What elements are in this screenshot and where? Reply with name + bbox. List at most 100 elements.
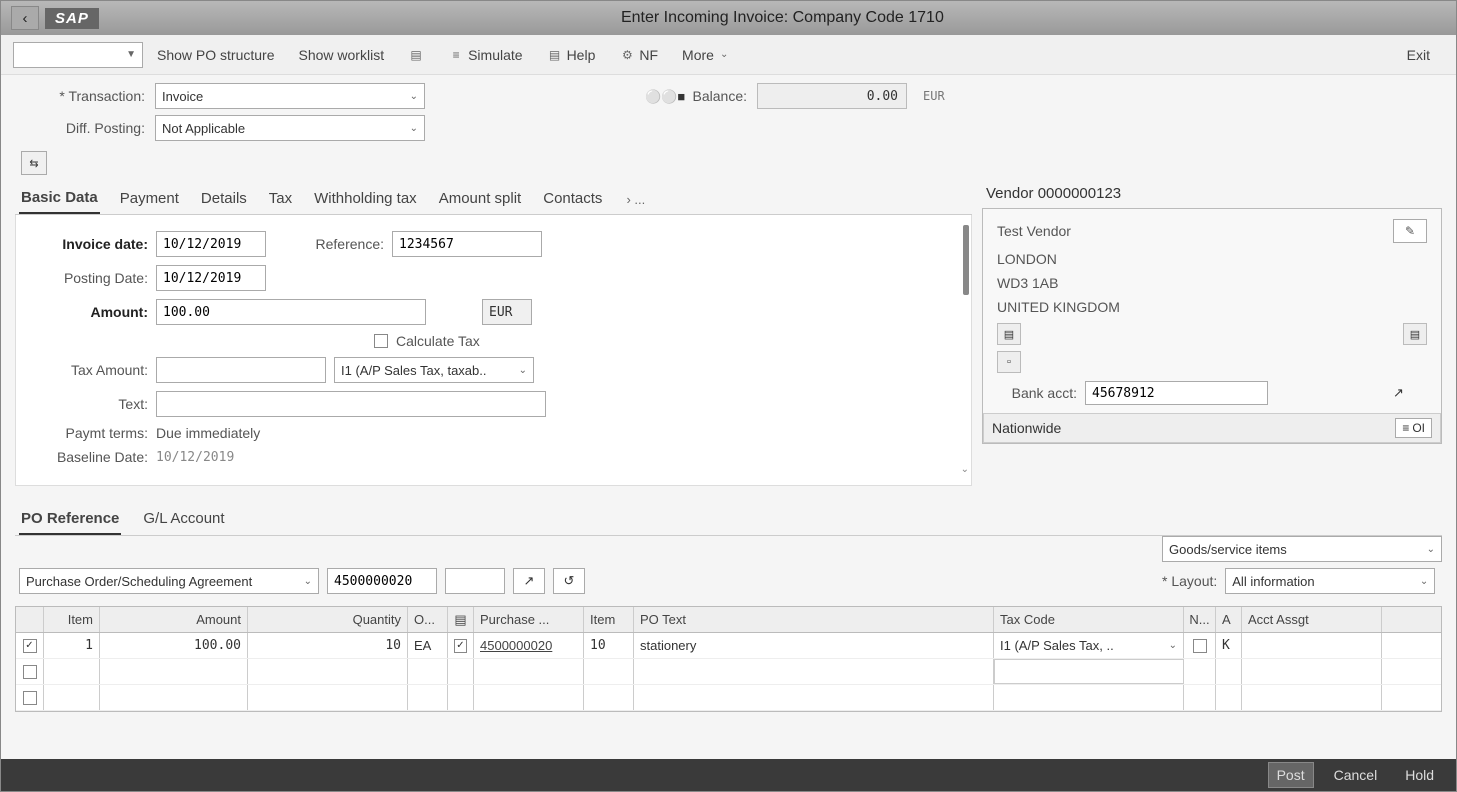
amount-label: Amount: <box>28 304 148 320</box>
layout-select[interactable]: All information⌄ <box>1225 568 1435 594</box>
vendor-icon-1[interactable]: ▤ <box>997 323 1021 345</box>
amount-currency: EUR <box>482 299 532 325</box>
th-tax[interactable]: Tax Code <box>994 607 1184 632</box>
layout-label: * Layout: <box>1162 573 1217 589</box>
th-potext[interactable]: PO Text <box>634 607 994 632</box>
cell-assgt <box>1242 633 1382 658</box>
th-quantity[interactable]: Quantity <box>248 607 408 632</box>
post-button[interactable]: Post <box>1268 762 1314 788</box>
tab-details[interactable]: Details <box>199 186 249 213</box>
invoice-date-input[interactable] <box>156 231 266 257</box>
tab-payment[interactable]: Payment <box>118 186 181 213</box>
reference-label: Reference: <box>274 236 384 252</box>
row-checkbox[interactable] <box>23 665 37 679</box>
po-search-button[interactable]: ↗ <box>513 568 545 594</box>
oi-label: OI <box>1412 421 1425 435</box>
cell-n-check[interactable] <box>1193 639 1207 653</box>
posting-date-input[interactable] <box>156 265 266 291</box>
cancel-button[interactable]: Cancel <box>1326 763 1386 787</box>
tab-tax[interactable]: Tax <box>267 186 294 213</box>
ref-type-select[interactable]: Purchase Order/Scheduling Agreement⌄ <box>19 568 319 594</box>
cell-potext: stationery <box>634 633 994 658</box>
scroll-down-icon[interactable]: ⌄ <box>961 464 969 475</box>
th-purchase[interactable]: Purchase ... <box>474 607 584 632</box>
expand-button[interactable]: ⇆ <box>21 151 47 175</box>
vendor-icon-3[interactable]: ▫ <box>997 351 1021 373</box>
goods-service-select[interactable]: Goods/service items⌄ <box>1162 536 1442 562</box>
vendor-postcode: WD3 1AB <box>997 275 1058 291</box>
vendor-name: Test Vendor <box>997 223 1071 239</box>
po-refresh-button[interactable]: ↺ <box>553 568 585 594</box>
balance-label: Balance: <box>677 88 747 104</box>
transaction-select[interactable]: Invoice⌄ <box>155 83 425 109</box>
scroll-indicator[interactable] <box>963 225 969 295</box>
row-checkbox[interactable]: ✓ <box>23 639 37 653</box>
nf-button[interactable]: ⚙NF <box>609 43 668 67</box>
toolbar-dropdown[interactable]: ▼ <box>13 42 143 68</box>
diff-posting-select[interactable]: Not Applicable⌄ <box>155 115 425 141</box>
tab-contacts[interactable]: Contacts <box>541 186 604 213</box>
tax-amount-input[interactable] <box>156 357 326 383</box>
text-input[interactable] <box>156 391 546 417</box>
simulate-label: Simulate <box>468 47 522 63</box>
cell-quantity: 10 <box>248 633 408 658</box>
basic-data-form: Invoice date: Reference: Posting Date: A… <box>15 215 972 486</box>
more-button[interactable]: More⌄ <box>672 43 738 67</box>
paymt-terms-value: Due immediately <box>156 425 260 441</box>
cell-amount: 100.00 <box>100 633 248 658</box>
tax-code-select[interactable]: I1 (A/P Sales Tax, taxab..⌄ <box>334 357 534 383</box>
tab-basic-data[interactable]: Basic Data <box>19 185 100 214</box>
bank-button[interactable]: ↗ <box>1393 385 1427 401</box>
th-assgt[interactable]: Acct Assgt <box>1242 607 1382 632</box>
more-label: More <box>682 47 714 63</box>
tab-withholding[interactable]: Withholding tax <box>312 186 419 213</box>
th-amount[interactable]: Amount <box>100 607 248 632</box>
transaction-value: Invoice <box>162 89 203 104</box>
calculate-tax-label: Calculate Tax <box>396 333 480 349</box>
tab-amount-split[interactable]: Amount split <box>437 186 524 213</box>
th-ou[interactable]: O... <box>408 607 448 632</box>
tab-po-reference[interactable]: PO Reference <box>19 506 121 535</box>
hold-button[interactable]: Hold <box>1397 763 1442 787</box>
back-button[interactable]: ‹ <box>11 6 39 30</box>
th-a[interactable]: A <box>1216 607 1242 632</box>
cell-po[interactable]: 4500000020 <box>480 638 552 653</box>
po-number-input[interactable] <box>327 568 437 594</box>
th-n[interactable]: N... <box>1184 607 1216 632</box>
amount-input[interactable] <box>156 299 426 325</box>
items-table: Item Amount Quantity O... ▤ Purchase ...… <box>15 606 1442 712</box>
th-ou2[interactable]: ▤ <box>448 607 474 632</box>
th-itm[interactable]: Item <box>584 607 634 632</box>
row-checkbox[interactable] <box>23 691 37 705</box>
calculate-tax-checkbox[interactable] <box>374 334 388 348</box>
toolbar-icon-1[interactable]: ▤ <box>398 43 434 67</box>
tab-gl-account[interactable]: G/L Account <box>141 506 226 535</box>
invoice-date-label: Invoice date: <box>28 236 148 252</box>
show-po-structure-button[interactable]: Show PO structure <box>147 43 285 67</box>
vendor-city: LONDON <box>997 251 1057 267</box>
transaction-label: * Transaction: <box>45 88 145 104</box>
exit-button[interactable]: Exit <box>1393 43 1444 67</box>
table-row[interactable] <box>16 685 1441 711</box>
cell-tax[interactable]: I1 (A/P Sales Tax, ..⌄ <box>994 633 1184 658</box>
oi-button[interactable]: ≡OI <box>1395 418 1432 438</box>
cell-ou: EA <box>408 633 448 658</box>
table-row[interactable]: ✓ 1 100.00 10 EA ✓ 4500000020 10 station… <box>16 633 1441 659</box>
tabs-more[interactable]: › ... <box>622 192 649 207</box>
cell-itm: 10 <box>584 633 634 658</box>
footer: Post Cancel Hold <box>1 759 1456 791</box>
table-row[interactable] <box>16 659 1441 685</box>
cell-ou-check[interactable]: ✓ <box>454 639 467 653</box>
show-worklist-button[interactable]: Show worklist <box>289 43 395 67</box>
vendor-icon-2[interactable]: ▤ <box>1403 323 1427 345</box>
reference-input[interactable] <box>392 231 542 257</box>
th-item[interactable]: Item <box>44 607 100 632</box>
simulate-button[interactable]: ≡Simulate <box>438 43 532 67</box>
th-select <box>16 607 44 632</box>
help-button[interactable]: ▤Help <box>537 43 606 67</box>
vendor-title: Vendor 0000000123 <box>982 179 1442 208</box>
bank-acct-input[interactable] <box>1085 381 1268 405</box>
po-item-input[interactable] <box>445 568 505 594</box>
baseline-date-value: 10/12/2019 <box>156 450 234 465</box>
vendor-display-button[interactable]: ✎ <box>1393 219 1427 243</box>
